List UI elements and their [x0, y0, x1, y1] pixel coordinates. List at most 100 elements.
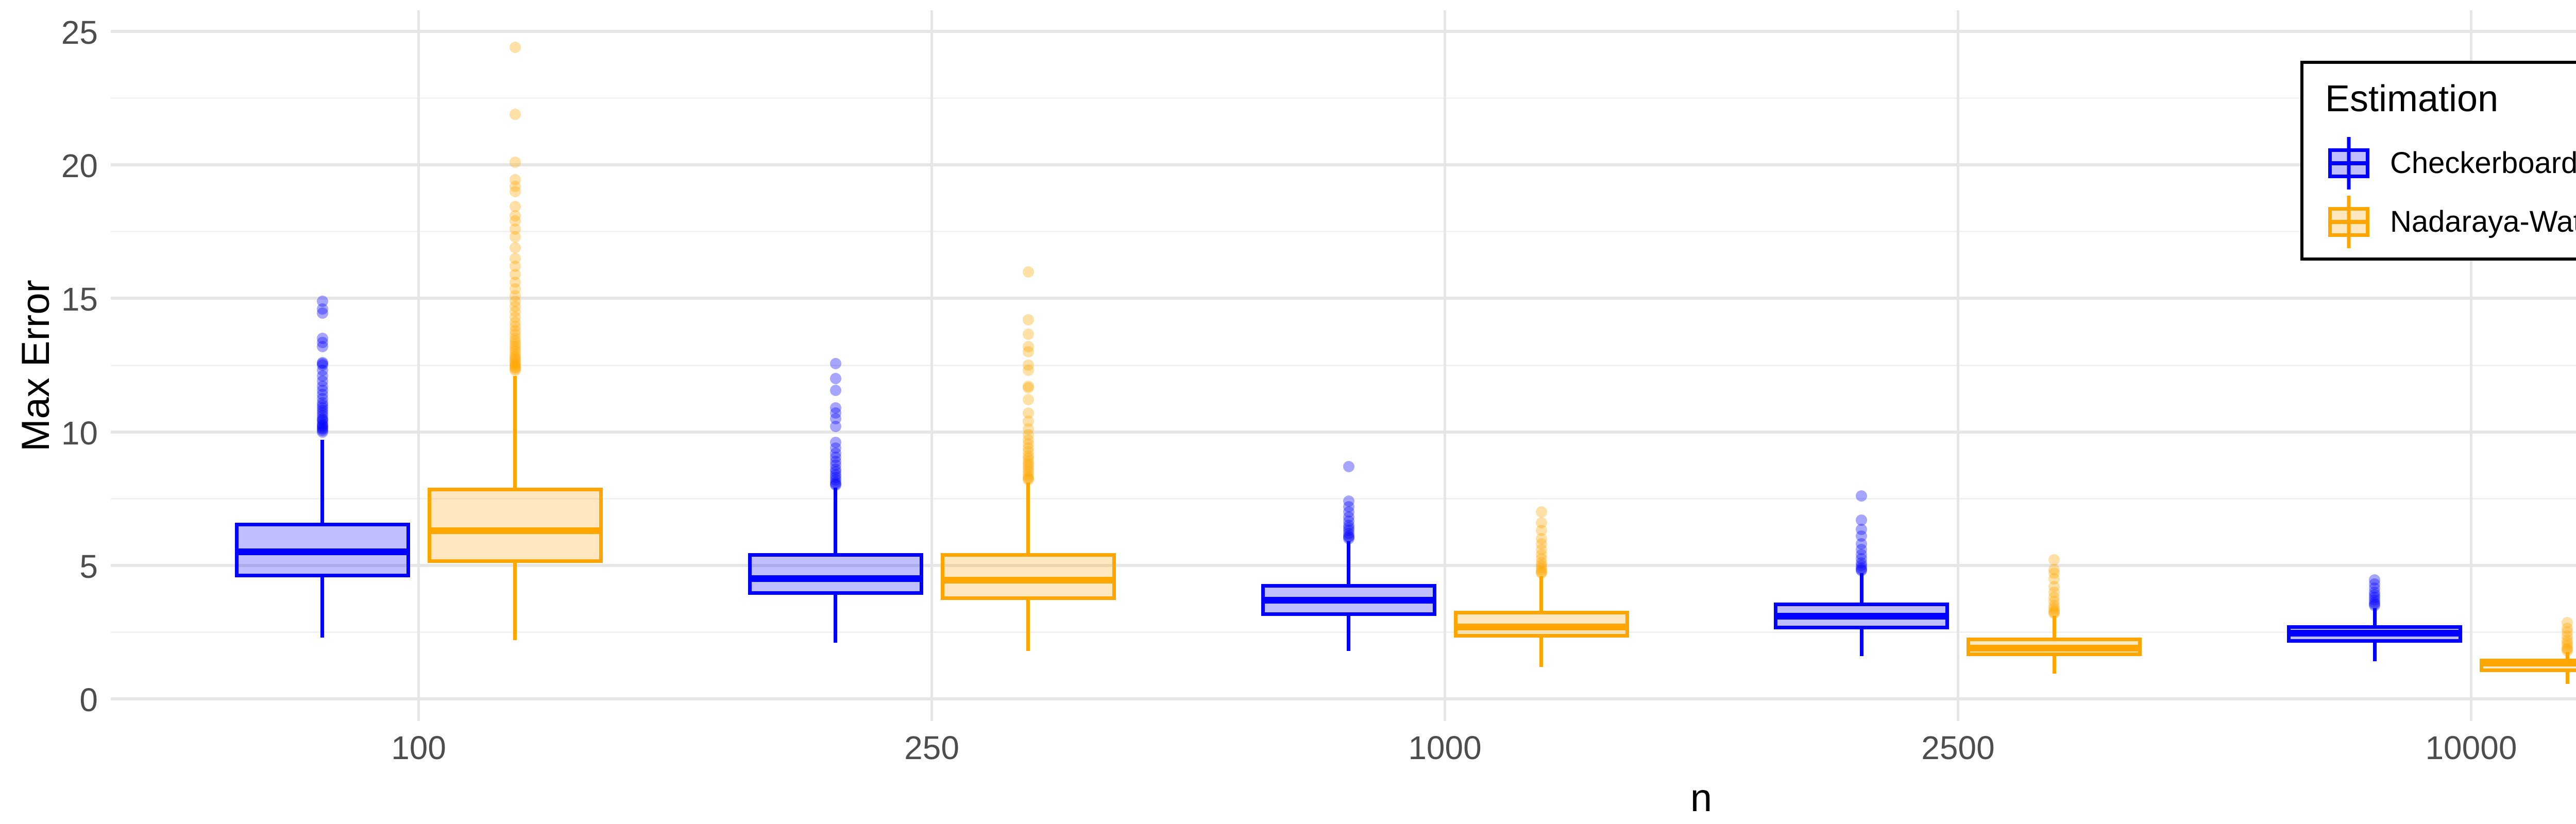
boxplot-key-icon: [2325, 135, 2372, 192]
outlier-point: [316, 407, 328, 419]
x-tick-label: 10000: [2425, 729, 2517, 766]
boxplot-lower-whisker: [834, 594, 838, 643]
outlier-point: [316, 399, 328, 411]
gridline-x-major: [1444, 10, 1447, 721]
outlier-point: [2048, 595, 2060, 607]
y-tick-label: 0: [79, 681, 98, 718]
outlier-point: [1022, 407, 1034, 419]
outlier-point: [316, 397, 328, 408]
outlier-point: [1022, 428, 1034, 440]
outlier-point: [2562, 634, 2573, 646]
outlier-point: [2562, 617, 2573, 629]
outlier-point: [829, 477, 841, 489]
x-axis-title: n: [1690, 776, 1713, 820]
outlier-point: [1343, 530, 1354, 542]
outlier-point: [1856, 530, 1868, 542]
outlier-point: [2562, 637, 2573, 649]
outlier-point: [1022, 471, 1034, 483]
boxplot-lower-whisker: [1859, 629, 1863, 657]
outlier-point: [1022, 466, 1034, 478]
boxplot-median: [234, 548, 410, 556]
gridline-y-minor: [111, 231, 2576, 233]
outlier-point: [2048, 605, 2060, 616]
outlier-point: [1535, 533, 1547, 544]
outlier-point: [509, 200, 521, 212]
outlier-point: [1022, 469, 1034, 480]
outlier-point: [1022, 394, 1034, 406]
outlier-point: [509, 351, 521, 363]
gridline-y-major: [111, 30, 2576, 33]
outlier-point: [2048, 586, 2060, 598]
gridline-y-major: [111, 163, 2576, 167]
outlier-point: [509, 362, 521, 374]
outlier-point: [829, 421, 841, 433]
outlier-point: [316, 375, 328, 387]
outlier-point: [829, 407, 841, 419]
outlier-point: [2369, 578, 2381, 590]
outlier-point: [316, 422, 328, 434]
outlier-point: [316, 381, 328, 392]
outlier-point: [509, 215, 521, 227]
gridline-y-major: [111, 697, 2576, 700]
outlier-point: [829, 385, 841, 397]
outlier-point: [829, 437, 841, 449]
gridline-y-minor: [111, 97, 2576, 99]
outlier-point: [509, 320, 521, 332]
outlier-point: [316, 307, 328, 319]
outlier-point: [829, 459, 841, 471]
outlier-point: [509, 300, 521, 312]
outlier-point: [1022, 442, 1034, 454]
outlier-point: [509, 335, 521, 347]
outlier-point: [509, 174, 521, 185]
legend-label: Checkerboard Quantile Regression: [2390, 146, 2576, 180]
outlier-point: [829, 464, 841, 475]
boxplot-upper-whisker: [2052, 616, 2056, 638]
outlier-point: [1535, 565, 1547, 577]
outlier-point: [1022, 381, 1034, 392]
outlier-point: [1343, 460, 1354, 472]
outlier-point: [2562, 626, 2573, 638]
boxplot-box: [427, 488, 603, 563]
outlier-point: [2562, 644, 2573, 656]
outlier-point: [509, 42, 521, 54]
outlier-point: [1022, 415, 1034, 427]
outlier-point: [1022, 450, 1034, 462]
outlier-point: [1856, 549, 1868, 561]
outlier-point: [2048, 573, 2060, 585]
outlier-point: [316, 425, 328, 436]
outlier-point: [509, 324, 521, 336]
outlier-point: [316, 419, 328, 431]
outlier-point: [1856, 490, 1868, 502]
outlier-point: [316, 336, 328, 348]
outlier-point: [316, 418, 328, 430]
outlier-point: [1535, 525, 1547, 537]
boxplot-median: [1261, 596, 1436, 604]
outlier-point: [2369, 599, 2381, 611]
outlier-point: [1022, 329, 1034, 340]
outlier-point: [1343, 522, 1354, 534]
outlier-point: [2048, 563, 2060, 575]
outlier-point: [316, 413, 328, 424]
outlier-point: [1535, 566, 1547, 578]
x-tick-label: 250: [904, 729, 959, 766]
outlier-point: [509, 295, 521, 307]
outlier-point: [509, 223, 521, 235]
gridline-y-minor: [111, 631, 2576, 633]
y-tick-label: 10: [61, 414, 98, 452]
outlier-point: [829, 451, 841, 463]
boxplot-median: [427, 527, 603, 534]
outlier-point: [2048, 581, 2060, 593]
gridline-y-major: [111, 430, 2576, 434]
outlier-point: [2048, 602, 2060, 614]
outlier-point: [2369, 582, 2381, 594]
outlier-point: [2562, 645, 2573, 657]
gridline-x-major: [417, 10, 420, 721]
outlier-point: [316, 356, 328, 368]
outlier-point: [1535, 517, 1547, 528]
outlier-point: [509, 277, 521, 288]
outlier-point: [509, 242, 521, 253]
outlier-point: [2562, 642, 2573, 654]
outlier-point: [509, 346, 521, 358]
outlier-point: [1856, 523, 1868, 535]
legend-title: Estimation: [2325, 78, 2499, 119]
